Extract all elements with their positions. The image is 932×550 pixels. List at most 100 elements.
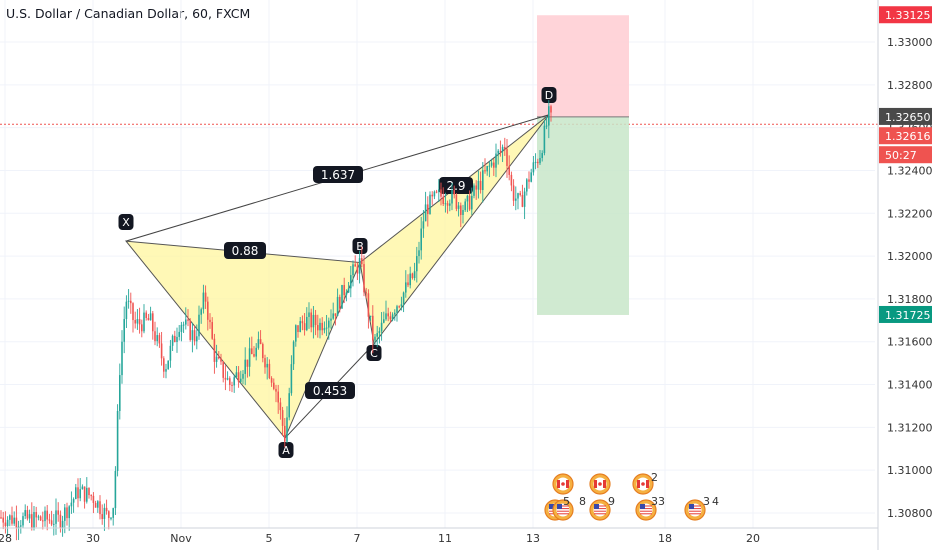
candle-body — [200, 309, 202, 315]
canada-flag-icon — [552, 473, 574, 495]
candle-body — [189, 320, 191, 340]
candle-body — [354, 264, 356, 267]
candle-body — [105, 507, 108, 512]
candle-body — [541, 153, 543, 159]
y-tick-label: 1.31000 — [887, 464, 932, 477]
point-label-a-bg — [278, 442, 294, 458]
candle-body — [26, 510, 29, 519]
candle-body — [244, 359, 246, 374]
candle-body — [231, 384, 233, 386]
candle-body — [270, 378, 273, 383]
candle-body — [273, 382, 275, 389]
candle-body — [53, 523, 55, 525]
price-tag-text: 1.32650 — [885, 111, 931, 124]
candle-body — [290, 364, 293, 394]
candle-body — [6, 519, 9, 526]
candle-body — [409, 273, 411, 286]
candle-body — [321, 322, 323, 331]
candle-body — [176, 336, 178, 342]
y-tick-label: 1.32800 — [887, 79, 932, 92]
candle-body — [292, 341, 295, 365]
candle-body — [396, 306, 398, 313]
candle-body — [130, 300, 132, 304]
candle-body — [433, 191, 436, 197]
candle-body — [332, 313, 334, 319]
ratio-label-bg — [439, 177, 473, 194]
price-tag-text: 50:27 — [885, 149, 917, 162]
ratio-label: 0.453 — [305, 382, 355, 399]
candle-body — [523, 191, 526, 207]
y-tick-label: 1.31400 — [887, 379, 932, 392]
point-label-c: C — [366, 345, 382, 361]
candle-body — [317, 324, 319, 331]
candle-body — [356, 266, 359, 274]
candle-body — [543, 125, 546, 154]
grid — [0, 0, 878, 528]
candle-body — [154, 331, 156, 342]
candle-body — [240, 378, 242, 382]
candle-body — [508, 165, 510, 175]
candle-body — [323, 328, 326, 331]
harmonic-pattern[interactable]: X A B C D 0.88 0.453 1.637 2.9 — [118, 87, 557, 458]
candle-body — [121, 341, 123, 376]
candle-body — [369, 315, 372, 317]
y-tick-label: 1.32400 — [887, 164, 932, 177]
candle-body — [515, 198, 517, 201]
candle-body — [528, 179, 530, 182]
x-tick-label: 30 — [86, 532, 100, 545]
candle-body — [266, 363, 268, 368]
price-tag-bg — [879, 6, 932, 24]
candle-body — [468, 195, 471, 210]
candle-body — [347, 288, 350, 293]
economic-events[interactable]: 25 8 9 33 3 4 — [544, 471, 719, 521]
candle-body — [182, 324, 185, 326]
candle-body — [193, 330, 196, 342]
y-tick-label: 1.31800 — [887, 293, 932, 306]
candle-body — [99, 501, 101, 515]
candle-body — [174, 335, 176, 342]
position-tool[interactable] — [537, 15, 629, 315]
candle-body — [462, 210, 464, 215]
price-tag-bg — [879, 146, 932, 164]
candle-body — [451, 190, 453, 204]
candle-body — [308, 312, 310, 317]
candle-body — [97, 501, 99, 508]
candle-body — [46, 510, 48, 520]
candle-body — [158, 335, 161, 344]
candle-body — [169, 345, 172, 361]
candle-body — [61, 520, 64, 528]
candle-body — [178, 331, 180, 337]
candle-body — [446, 203, 449, 206]
candle-body — [207, 301, 209, 320]
candle-body — [429, 194, 431, 215]
candle-body — [339, 296, 341, 309]
price-tag: 1.33125 — [879, 6, 932, 24]
candle-body — [149, 313, 152, 321]
candle-body — [66, 507, 68, 519]
candle-body — [380, 322, 383, 332]
candle-body — [484, 170, 486, 172]
candle-body — [358, 258, 361, 274]
candle-body — [70, 502, 73, 507]
candle-body — [418, 250, 420, 257]
candle-body — [361, 258, 363, 265]
candle-body — [424, 204, 427, 222]
ratio-label-text: 2.9 — [446, 179, 465, 193]
candle-body — [391, 314, 394, 320]
candle-body — [385, 313, 387, 320]
point-label-x: X — [118, 214, 134, 230]
candle-body — [160, 343, 163, 359]
us-flag-icon — [552, 499, 574, 521]
candle-body — [136, 319, 139, 324]
candle-body — [512, 185, 515, 201]
candle-body — [72, 498, 75, 503]
candle-body — [387, 313, 389, 317]
candle-body — [411, 273, 414, 278]
candle-body — [31, 514, 33, 528]
candle-body — [367, 293, 370, 317]
candle-body — [209, 319, 211, 323]
ratio-label-bg — [313, 166, 363, 183]
x-tick-label: 18 — [658, 532, 672, 545]
candle-body — [33, 512, 35, 528]
